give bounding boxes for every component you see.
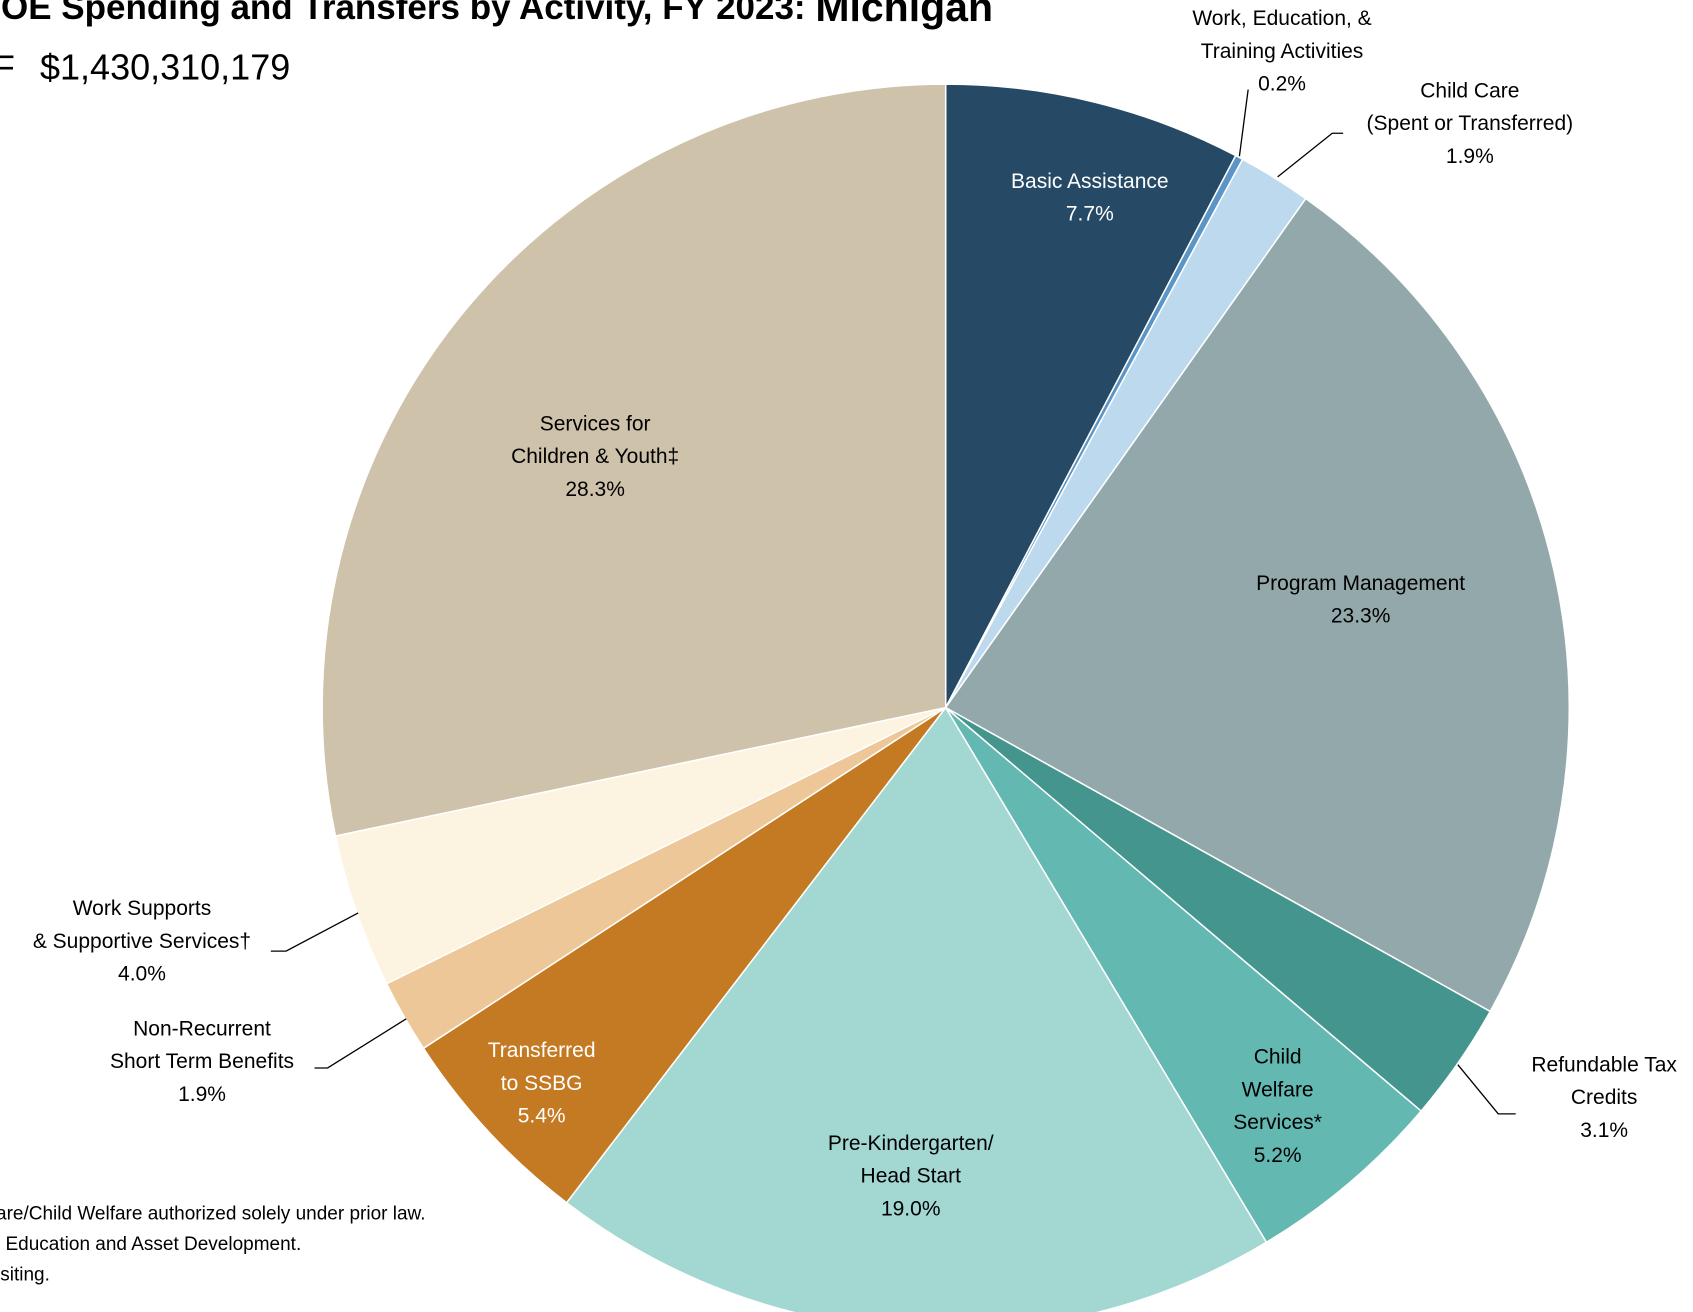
leader-line (314, 1018, 407, 1069)
pie-slice (321, 83, 947, 837)
leader-line (1457, 1064, 1516, 1115)
slice-label: Head Start (861, 1165, 962, 1188)
slice-label: & Supportive Services† (33, 930, 251, 953)
slice-label: Refundable Tax (1531, 1053, 1677, 1076)
subtitle: $1,430,310,179 (40, 47, 290, 88)
value-label: 7.7% (1066, 203, 1114, 226)
slice-label: Short Term Benefits (110, 1050, 294, 1073)
slice-label: Program Management (1256, 572, 1465, 595)
value-label: 19.0% (881, 1197, 941, 1220)
slice-label: Non-Recurrent (133, 1017, 271, 1040)
slice-label: (Spent or Transferred) (1367, 112, 1574, 135)
leader-line (1277, 132, 1344, 178)
slice-label: Welfare (1242, 1078, 1314, 1101)
slice-label: Training Activities (1201, 40, 1364, 63)
slice-label: Services for (540, 412, 651, 435)
value-label: 28.3% (565, 478, 625, 501)
subtitle-prefix: F (0, 49, 15, 87)
slice-label: Children & Youth‡ (511, 445, 679, 468)
slice-label: Credits (1571, 1086, 1638, 1109)
pie-slice (945, 707, 1423, 1244)
slice-label: Transferred (488, 1039, 596, 1062)
footnote: isiting. (0, 1264, 50, 1285)
footnote: are/Child Welfare authorized solely unde… (0, 1203, 425, 1224)
slice-label: Work Supports (73, 897, 212, 920)
slice-label: Services* (1233, 1111, 1322, 1134)
value-label: 5.2% (1254, 1144, 1302, 1167)
slice-label: Child (1254, 1046, 1302, 1069)
value-label: 23.3% (1331, 605, 1391, 628)
slice-label: Basic Assistance (1011, 170, 1169, 193)
pie-slice (565, 706, 1268, 1312)
value-label: 4.0% (118, 963, 166, 986)
leader-line (270, 912, 359, 952)
footnote: l Education and Asset Development. (0, 1234, 301, 1255)
value-label: 0.2% (1258, 73, 1306, 96)
slice-label: to SSBG (501, 1072, 583, 1095)
slice-label: Child Care (1420, 79, 1519, 102)
chart-title: OE Spending and Transfers by Activity, F… (1, 0, 993, 30)
pie-slice (422, 706, 947, 1204)
slice-label: Work, Education, & (1192, 7, 1371, 30)
value-label: 1.9% (1446, 145, 1494, 168)
title-main: OE Spending and Transfers by Activity, F… (1, 0, 815, 27)
value-label: 5.4% (518, 1105, 566, 1128)
pie-slice (944, 197, 1570, 1013)
value-label: 3.1% (1580, 1119, 1628, 1142)
leader-line (1238, 89, 1249, 157)
slice-label: Pre-Kindergarten/ (828, 1132, 994, 1155)
value-label: 1.9% (178, 1083, 226, 1106)
pie-slice (944, 83, 1237, 708)
title-state: Michigan (815, 0, 993, 30)
